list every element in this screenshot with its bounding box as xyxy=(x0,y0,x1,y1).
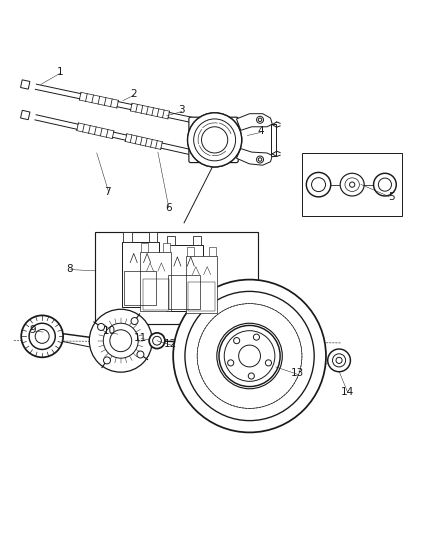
Text: 2: 2 xyxy=(131,89,137,99)
Polygon shape xyxy=(237,114,272,130)
Polygon shape xyxy=(166,245,203,311)
Polygon shape xyxy=(167,236,175,245)
Polygon shape xyxy=(122,241,159,307)
Polygon shape xyxy=(271,124,276,156)
Polygon shape xyxy=(140,252,171,311)
Polygon shape xyxy=(163,243,170,252)
Polygon shape xyxy=(124,232,131,241)
Circle shape xyxy=(103,357,110,364)
Polygon shape xyxy=(21,110,30,120)
Circle shape xyxy=(306,172,331,197)
Polygon shape xyxy=(21,80,30,89)
Circle shape xyxy=(131,318,138,325)
Ellipse shape xyxy=(340,173,364,196)
Text: 6: 6 xyxy=(166,203,172,213)
Circle shape xyxy=(336,357,342,364)
Text: 9: 9 xyxy=(29,325,36,335)
Polygon shape xyxy=(237,149,272,165)
Text: 13: 13 xyxy=(291,368,304,378)
Polygon shape xyxy=(193,236,201,245)
Circle shape xyxy=(173,280,326,432)
Circle shape xyxy=(217,323,283,389)
Circle shape xyxy=(187,113,242,167)
Circle shape xyxy=(21,316,63,357)
Polygon shape xyxy=(187,247,194,256)
Circle shape xyxy=(187,113,242,167)
Circle shape xyxy=(98,324,105,330)
Circle shape xyxy=(350,182,355,187)
Polygon shape xyxy=(141,243,148,252)
Text: 8: 8 xyxy=(67,264,73,273)
Text: 5: 5 xyxy=(388,192,395,201)
Bar xyxy=(302,153,403,216)
Text: 4: 4 xyxy=(257,126,264,136)
Circle shape xyxy=(29,323,55,350)
Text: 7: 7 xyxy=(104,187,111,197)
Circle shape xyxy=(137,351,144,358)
Text: 3: 3 xyxy=(179,105,185,115)
Text: 1: 1 xyxy=(57,67,63,77)
Polygon shape xyxy=(149,232,158,241)
Circle shape xyxy=(89,309,152,372)
FancyBboxPatch shape xyxy=(189,117,238,163)
Circle shape xyxy=(328,349,350,372)
Polygon shape xyxy=(186,256,217,313)
Text: 11: 11 xyxy=(134,333,147,343)
Text: 10: 10 xyxy=(102,326,116,336)
Polygon shape xyxy=(209,247,216,256)
Circle shape xyxy=(149,333,165,349)
Circle shape xyxy=(103,323,138,358)
Text: 12: 12 xyxy=(163,339,177,349)
Circle shape xyxy=(374,173,396,196)
Text: 14: 14 xyxy=(341,387,354,397)
